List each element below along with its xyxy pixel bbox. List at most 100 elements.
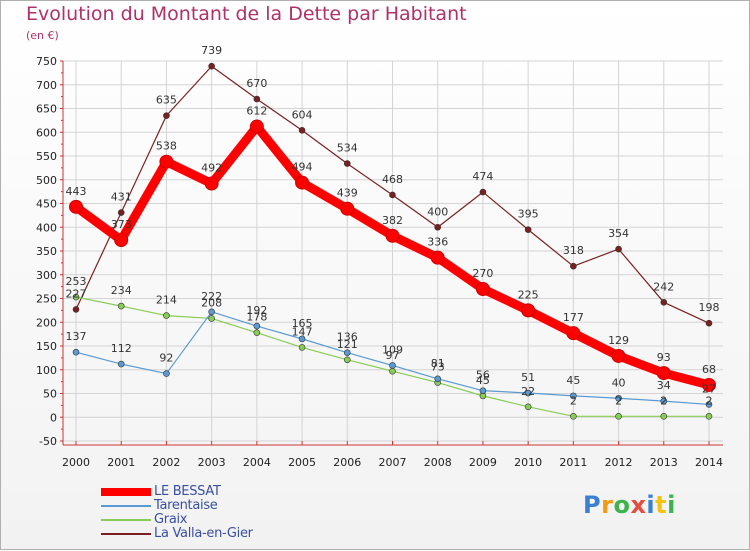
logo-letter: o xyxy=(613,491,631,519)
data-point-graix xyxy=(615,412,622,420)
data-point-le-bessat xyxy=(204,176,219,191)
data-label: 45 xyxy=(476,374,490,387)
data-point-tarentaise xyxy=(208,308,215,316)
data-point-graix xyxy=(570,412,577,420)
data-point-la-valla-en-gier xyxy=(72,306,80,313)
data-label: 73 xyxy=(431,361,445,374)
data-point-le-bessat xyxy=(249,119,264,134)
data-label: 51 xyxy=(521,371,535,384)
data-label: 474 xyxy=(472,170,493,183)
data-point-tarentaise xyxy=(479,387,487,394)
x-tick-label: 2001 xyxy=(107,456,135,469)
data-point-le-bessat xyxy=(475,282,490,296)
data-point-graix xyxy=(298,344,306,351)
data-label: 336 xyxy=(427,236,448,249)
data-point-graix xyxy=(343,356,351,364)
legend-swatch xyxy=(101,519,151,521)
data-label: 382 xyxy=(382,214,403,227)
legend-swatch xyxy=(101,533,151,535)
x-tick-label: 2000 xyxy=(62,456,90,469)
y-tick-label: 300 xyxy=(36,269,57,282)
logo-letter: i xyxy=(667,491,676,519)
legend-swatch xyxy=(101,488,151,496)
data-point-tarentaise xyxy=(524,389,532,397)
y-tick-label: -50 xyxy=(39,435,57,448)
data-label: 439 xyxy=(337,187,358,200)
data-label: 136 xyxy=(337,331,358,344)
data-label: 22 xyxy=(521,385,535,398)
axis-layer: -50 0 50 100 150 200 250 300 350 400 450 500 550 600 6… xyxy=(36,55,723,469)
data-point-tarentaise xyxy=(389,362,396,369)
data-point-la-valla-en-gier xyxy=(343,160,351,167)
y-tick-label: 50 xyxy=(43,388,57,401)
data-label: 2 xyxy=(570,394,577,407)
data-point-la-valla-en-gier xyxy=(434,223,442,231)
series-graix xyxy=(72,293,713,420)
x-tick-label: 2007 xyxy=(379,456,407,469)
data-label: 635 xyxy=(156,94,177,107)
data-label-layer: 443 373 538 492 612 494 439 382 336 270 225 177 129 9… xyxy=(66,44,720,407)
data-label: 121 xyxy=(337,338,358,351)
legend-label: La Valla-en-Gier xyxy=(154,526,253,541)
data-label: 395 xyxy=(518,208,539,221)
y-tick-label: 0 xyxy=(50,411,57,424)
data-label: 177 xyxy=(563,311,584,324)
data-point-tarentaise xyxy=(117,360,125,368)
data-label: 2 xyxy=(615,394,622,407)
logo-letter: P xyxy=(583,491,602,519)
data-point-le-bessat xyxy=(430,250,445,265)
data-point-tarentaise xyxy=(343,349,351,356)
data-point-tarentaise xyxy=(253,322,261,330)
data-label: 739 xyxy=(201,44,222,57)
data-point-tarentaise xyxy=(570,392,577,400)
chart-title: Evolution du Montant de la Dette par Hab… xyxy=(26,3,467,25)
data-point-la-valla-en-gier xyxy=(298,127,306,134)
data-label: 198 xyxy=(699,301,720,314)
data-label: 178 xyxy=(246,311,267,324)
data-point-la-valla-en-gier xyxy=(615,245,622,253)
data-point-graix xyxy=(660,412,668,420)
data-label: 227 xyxy=(66,287,87,300)
data-point-le-bessat xyxy=(521,303,536,318)
data-label: 270 xyxy=(472,267,493,280)
data-point-la-valla-en-gier xyxy=(479,188,487,196)
x-tick-label: 2009 xyxy=(469,456,497,469)
data-point-graix xyxy=(524,403,532,411)
data-label: 56 xyxy=(476,369,490,382)
y-tick-label: 500 xyxy=(36,174,57,187)
data-label: 431 xyxy=(111,191,132,204)
proxiti-logo: Proxiti xyxy=(583,491,676,519)
data-label: 443 xyxy=(66,185,87,198)
data-point-la-valla-en-gier xyxy=(208,62,215,70)
series-layer xyxy=(69,62,716,420)
data-point-tarentaise xyxy=(705,401,713,408)
data-point-la-valla-en-gier xyxy=(570,262,577,270)
data-label: 2 xyxy=(706,394,713,407)
data-label: 92 xyxy=(159,352,173,365)
y-tick-label: 250 xyxy=(36,293,57,306)
chart-unit-label: (en €) xyxy=(26,29,59,42)
data-point-le-bessat xyxy=(69,199,83,214)
data-point-le-bessat xyxy=(295,175,310,190)
x-tick-label: 2012 xyxy=(605,456,633,469)
x-tick-label: 2005 xyxy=(288,456,316,469)
x-tick-label: 2006 xyxy=(333,456,361,469)
y-tick-label: 200 xyxy=(36,316,57,329)
y-tick-label: 100 xyxy=(36,364,57,377)
data-label: 129 xyxy=(608,334,629,347)
x-tick-label: 2010 xyxy=(514,456,542,469)
data-point-tarentaise xyxy=(298,335,306,343)
y-tick-label: 700 xyxy=(36,79,57,92)
logo-letter: i xyxy=(646,491,656,519)
y-tick-label: 150 xyxy=(36,340,57,353)
data-point-la-valla-en-gier xyxy=(117,209,125,216)
data-point-la-valla-en-gier xyxy=(163,112,170,119)
y-tick-label: 600 xyxy=(36,126,57,139)
data-point-graix xyxy=(705,412,713,420)
data-label: 492 xyxy=(201,162,222,175)
data-point-la-valla-en-gier xyxy=(660,298,668,306)
logo-letter: r xyxy=(601,491,614,519)
data-label: 225 xyxy=(518,288,539,301)
